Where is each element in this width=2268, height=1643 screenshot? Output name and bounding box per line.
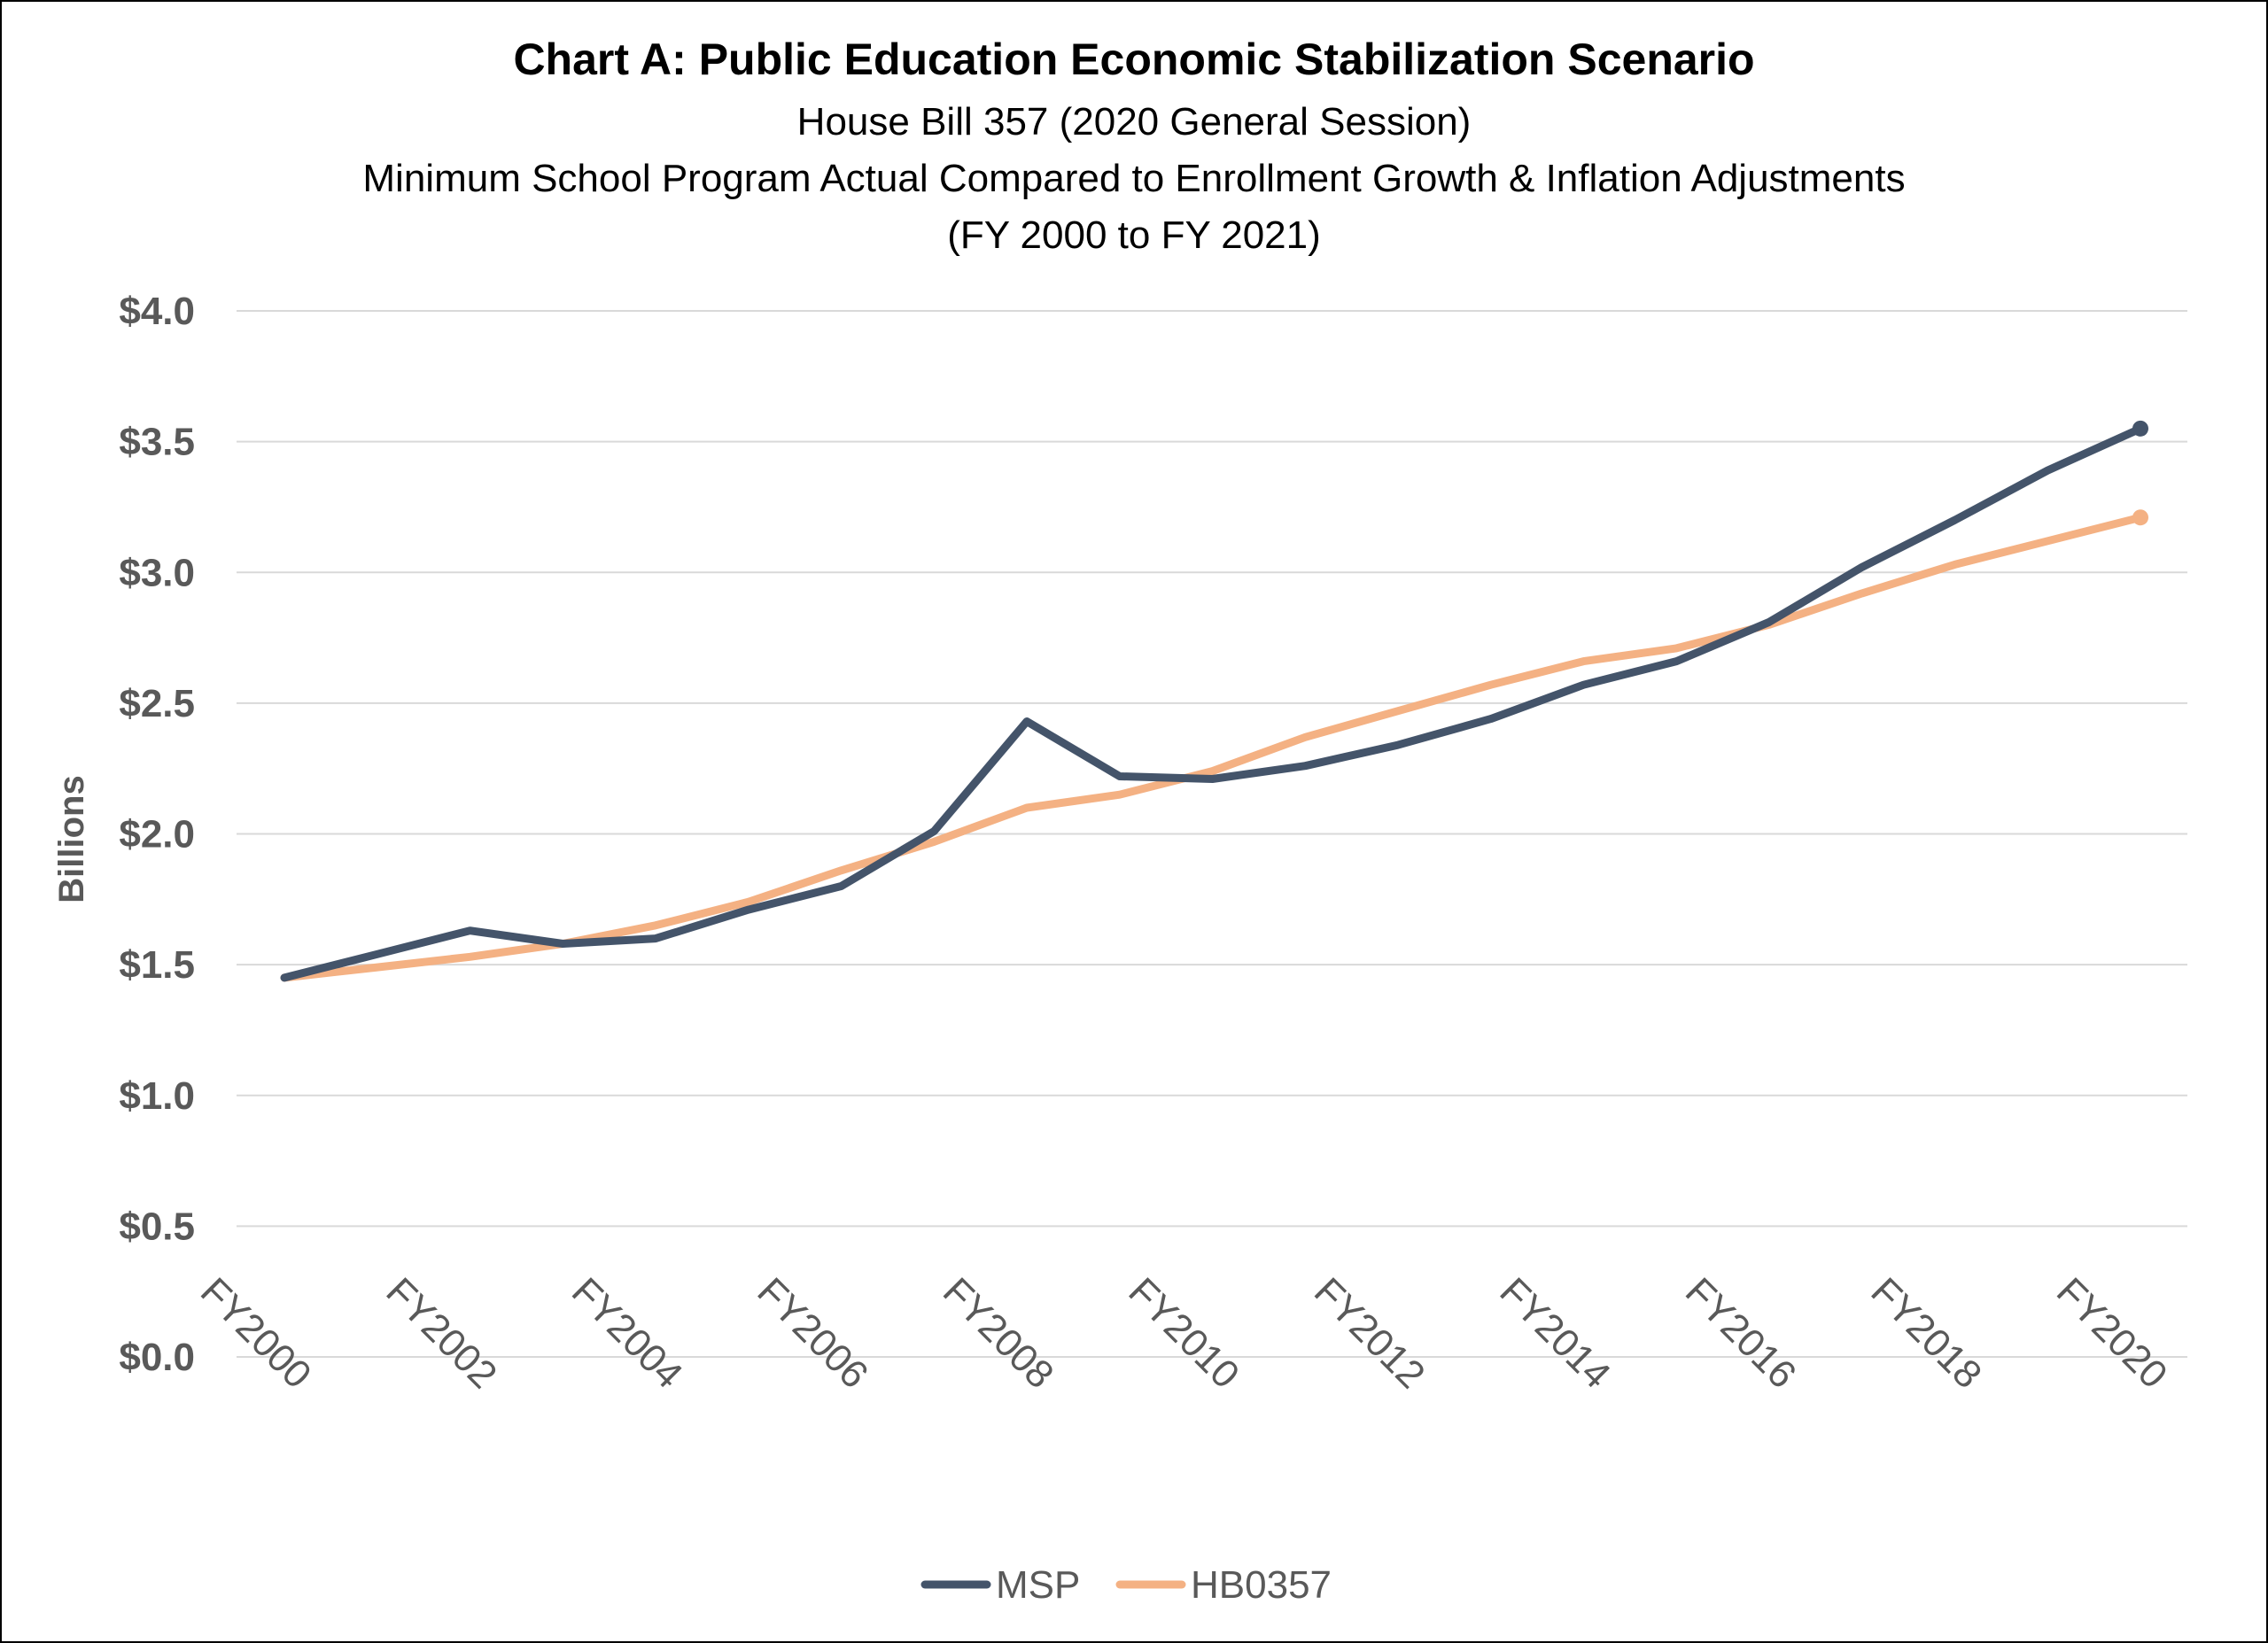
- x-axis-ticks: FY2000 FY2002 FY2004 FY2006 FY2008 FY2010 FY20…: [192, 1269, 2176, 1397]
- y-axis-ticks: $0.0 $0.5 $1.0 $1.5 $2.0 $2.5 $3.0 $3.5 $4.0: [119, 290, 195, 1379]
- chart-subtitle-line-2: Minimum School Program Actual Compared t…: [362, 157, 1905, 200]
- series-line-hb0357: [280, 513, 2145, 982]
- series-end-marker-hb0357: [2132, 509, 2148, 526]
- x-tick-label: FY2000: [192, 1269, 320, 1397]
- y-tick-label: $2.0: [119, 813, 195, 856]
- legend-label-msp: MSP: [996, 1563, 1080, 1607]
- y-tick-label: $1.5: [119, 943, 195, 987]
- y-tick-label: $4.0: [119, 290, 195, 333]
- chart-title: Chart A: Public Education Economic Stabi…: [513, 35, 1754, 84]
- chart-subtitle-line-3: (FY 2000 to FY 2021): [947, 213, 1321, 257]
- x-tick-label: FY2012: [1306, 1269, 1433, 1397]
- x-tick-label: FY2020: [2048, 1269, 2176, 1397]
- x-tick-label: FY2014: [1491, 1269, 1619, 1397]
- x-tick-label: FY2018: [1862, 1269, 1990, 1397]
- series-lines: [280, 420, 2148, 982]
- x-tick-label: FY2010: [1120, 1269, 1247, 1397]
- y-tick-label: $0.0: [119, 1336, 195, 1379]
- x-tick-label: FY2016: [1677, 1269, 1805, 1397]
- y-tick-label: $0.5: [119, 1205, 195, 1248]
- legend: MSP HB0357: [920, 1563, 1332, 1607]
- gridlines: [237, 310, 2187, 1358]
- y-axis-label: Billions: [52, 775, 91, 903]
- chart-subtitle-line-1: House Bill 357 (2020 General Session): [797, 100, 1472, 143]
- series-line-msp: [280, 424, 2145, 982]
- x-tick-label: FY2004: [563, 1269, 691, 1397]
- y-tick-label: $3.0: [119, 551, 195, 594]
- x-tick-label: FY2008: [935, 1269, 1062, 1397]
- y-tick-label: $2.5: [119, 682, 195, 725]
- y-tick-label: $1.0: [119, 1074, 195, 1118]
- x-tick-label: FY2006: [749, 1269, 876, 1397]
- y-tick-label: $3.5: [119, 421, 195, 464]
- series-end-marker-msp: [2132, 420, 2148, 437]
- legend-label-hb0357: HB0357: [1191, 1563, 1332, 1607]
- x-tick-label: FY2002: [377, 1269, 505, 1397]
